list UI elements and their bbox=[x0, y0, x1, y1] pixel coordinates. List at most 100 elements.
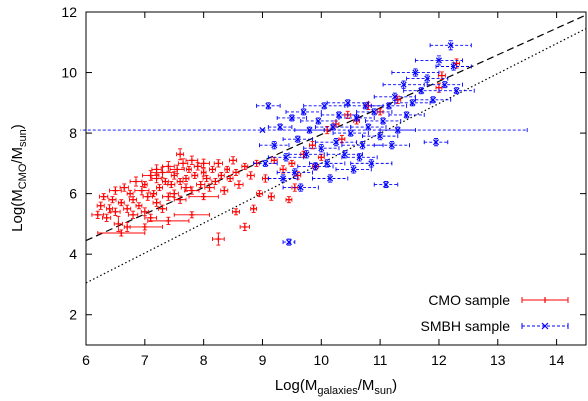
data-point bbox=[364, 117, 402, 125]
data-point bbox=[135, 202, 143, 210]
data-point bbox=[241, 162, 249, 170]
data-point bbox=[426, 81, 463, 89]
data-point bbox=[335, 165, 372, 174]
y-tick-label: 4 bbox=[69, 246, 77, 262]
data-point bbox=[309, 159, 346, 168]
data-points bbox=[80, 40, 528, 246]
x-tick-label: 12 bbox=[431, 352, 447, 368]
smbh-series bbox=[80, 40, 528, 246]
data-point bbox=[262, 174, 269, 183]
data-point bbox=[438, 87, 475, 95]
data-point bbox=[338, 135, 346, 144]
data-point bbox=[80, 127, 528, 134]
data-point bbox=[109, 186, 122, 195]
data-point bbox=[338, 114, 375, 122]
data-point bbox=[294, 126, 325, 134]
data-point bbox=[394, 99, 431, 107]
data-point bbox=[180, 183, 192, 192]
data-point bbox=[379, 126, 416, 134]
data-point bbox=[267, 153, 305, 162]
data-point bbox=[126, 223, 163, 231]
data-point bbox=[256, 190, 263, 198]
data-point bbox=[429, 40, 472, 51]
legend-sample-smbh bbox=[521, 322, 569, 330]
data-point bbox=[169, 189, 179, 198]
data-point bbox=[423, 138, 449, 147]
data-point bbox=[102, 213, 112, 222]
data-point bbox=[182, 175, 190, 182]
data-point bbox=[113, 215, 123, 232]
data-point bbox=[288, 159, 296, 167]
data-point bbox=[373, 141, 410, 150]
fit-lines bbox=[85, 14, 586, 284]
data-point bbox=[276, 168, 313, 177]
data-point bbox=[184, 186, 200, 195]
data-point bbox=[169, 164, 185, 175]
data-point bbox=[312, 174, 349, 183]
data-point bbox=[285, 196, 293, 204]
y-axis-label: Log(MCMO/Msun) bbox=[9, 124, 29, 232]
data-point bbox=[267, 123, 293, 131]
data-point bbox=[188, 193, 219, 201]
data-point bbox=[414, 96, 452, 104]
data-point bbox=[150, 190, 158, 198]
x-tick-label: 6 bbox=[82, 352, 90, 368]
data-point bbox=[224, 165, 230, 173]
data-point bbox=[403, 87, 440, 95]
data-point bbox=[267, 192, 275, 201]
data-point bbox=[200, 168, 207, 177]
data-point bbox=[282, 135, 313, 143]
data-point bbox=[144, 213, 158, 222]
data-point bbox=[350, 159, 393, 168]
data-point bbox=[253, 159, 278, 167]
data-point bbox=[162, 178, 169, 186]
data-point bbox=[435, 62, 472, 71]
data-point bbox=[373, 92, 416, 101]
data-point bbox=[108, 196, 117, 204]
data-point bbox=[391, 68, 440, 77]
data-point bbox=[170, 171, 178, 180]
data-point bbox=[150, 166, 175, 179]
data-point bbox=[309, 141, 316, 150]
data-point bbox=[99, 193, 109, 201]
data-point bbox=[388, 111, 425, 119]
data-point bbox=[209, 165, 216, 173]
data-point bbox=[341, 141, 384, 150]
x-tick-label: 8 bbox=[200, 352, 208, 368]
data-point bbox=[373, 181, 399, 189]
data-point bbox=[437, 71, 446, 80]
data-point bbox=[232, 208, 240, 216]
data-point bbox=[151, 164, 162, 175]
data-point bbox=[288, 150, 325, 159]
data-point bbox=[341, 153, 378, 162]
data-point bbox=[167, 181, 176, 189]
data-point bbox=[96, 201, 105, 210]
x-tick-label: 14 bbox=[549, 352, 565, 368]
data-point bbox=[317, 153, 325, 161]
data-point bbox=[97, 229, 146, 237]
data-point bbox=[106, 204, 113, 214]
data-point bbox=[126, 189, 134, 198]
data-point bbox=[211, 178, 220, 186]
data-point bbox=[212, 232, 225, 246]
data-point bbox=[226, 175, 234, 182]
data-point bbox=[270, 156, 278, 164]
data-point bbox=[147, 216, 190, 225]
data-point bbox=[276, 114, 308, 122]
legend-label-smbh: SMBH sample bbox=[421, 318, 511, 334]
data-point bbox=[326, 150, 363, 159]
data-point bbox=[350, 123, 387, 131]
data-point bbox=[332, 129, 369, 137]
y-tick-label: 6 bbox=[69, 186, 77, 202]
plot-area-frame bbox=[85, 11, 587, 346]
dashed-fit-line bbox=[85, 14, 586, 242]
data-point bbox=[129, 196, 138, 204]
data-point bbox=[256, 102, 281, 110]
data-point bbox=[300, 117, 337, 125]
data-point bbox=[246, 171, 255, 180]
y-tick-label: 8 bbox=[69, 125, 77, 141]
dotted-fit-line bbox=[85, 28, 586, 284]
data-point bbox=[362, 132, 399, 141]
data-point bbox=[279, 165, 287, 174]
x-tick-label: 9 bbox=[259, 352, 267, 368]
